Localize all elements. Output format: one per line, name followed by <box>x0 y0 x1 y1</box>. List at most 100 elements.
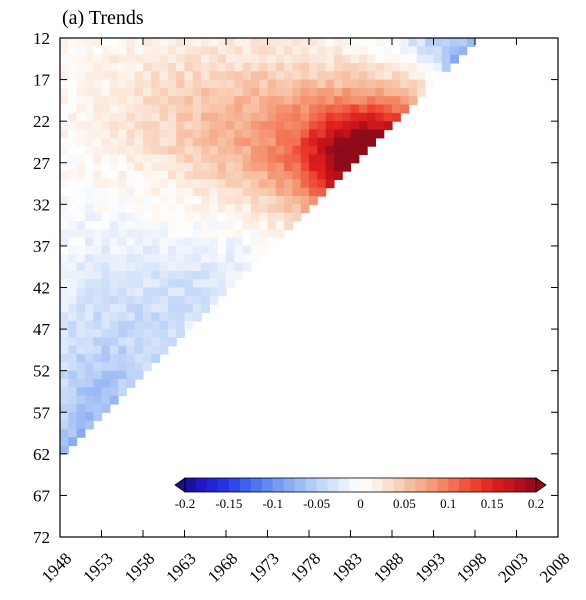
heatmap-cell <box>275 71 285 81</box>
heatmap-cell <box>201 304 210 314</box>
heatmap-cell <box>143 304 152 314</box>
heatmap-cell <box>84 378 94 388</box>
heatmap-cell <box>60 220 69 230</box>
heatmap-cells <box>60 38 476 455</box>
y-tick-label: 47 <box>33 320 51 339</box>
heatmap-cell <box>68 254 78 264</box>
heatmap-cell <box>109 229 119 239</box>
heatmap-cell <box>300 112 310 122</box>
heatmap-cell <box>275 229 285 239</box>
heatmap-cell <box>201 262 210 272</box>
heatmap-cell <box>109 162 119 172</box>
heatmap-cell <box>143 112 152 122</box>
heatmap-cell <box>60 312 69 322</box>
heatmap-cell <box>292 104 302 114</box>
heatmap-cell <box>176 279 186 289</box>
heatmap-cell <box>68 362 78 372</box>
heatmap-cell <box>342 87 352 97</box>
heatmap-cell <box>367 121 376 131</box>
heatmap-cell <box>60 38 69 47</box>
heatmap-cell <box>209 204 219 214</box>
heatmap-cell <box>167 229 177 239</box>
heatmap-cell <box>93 329 103 338</box>
colorbar-box <box>448 478 460 492</box>
heatmap-cell <box>242 87 252 97</box>
heatmap-cell <box>400 104 410 114</box>
heatmap-cell <box>192 287 202 297</box>
heatmap-cell <box>118 179 127 189</box>
heatmap-cell <box>226 154 235 164</box>
heatmap-cell <box>309 46 318 56</box>
colorbar-box <box>305 478 317 492</box>
heatmap-cell <box>143 96 152 106</box>
heatmap-cell <box>151 129 161 139</box>
heatmap-cell <box>93 354 103 363</box>
heatmap-cell <box>333 146 343 156</box>
x-tick-label: 1978 <box>287 549 324 586</box>
x-tick-label: 1993 <box>411 549 448 586</box>
heatmap-cell <box>250 146 260 156</box>
heatmap-cell <box>300 179 310 189</box>
heatmap-cell <box>109 395 119 405</box>
heatmap-cell <box>76 62 86 72</box>
heatmap-cell <box>309 129 318 139</box>
heatmap-cell <box>342 112 352 122</box>
heatmap-cell <box>309 96 318 106</box>
heatmap-cell <box>267 187 277 197</box>
heatmap-cell <box>375 96 385 106</box>
heatmap-cell <box>184 295 194 305</box>
heatmap-cell <box>76 220 86 230</box>
y-tick-label: 62 <box>33 445 50 464</box>
heatmap-cell <box>383 96 393 106</box>
heatmap-cell <box>68 196 78 205</box>
heatmap-cell <box>134 96 144 106</box>
heatmap-cell <box>333 171 343 180</box>
heatmap-cell <box>300 87 310 97</box>
heatmap-cell <box>234 79 244 89</box>
colorbar-box <box>250 478 263 492</box>
heatmap-cell <box>333 129 343 139</box>
heatmap-cell <box>60 46 69 56</box>
heatmap-cell <box>367 38 376 47</box>
heatmap-cell <box>60 62 69 72</box>
heatmap-cell <box>400 71 410 81</box>
heatmap-cell <box>292 171 302 180</box>
heatmap-cell <box>159 104 169 114</box>
heatmap-cell <box>184 162 194 172</box>
heatmap-cell <box>192 212 202 222</box>
heatmap-cell <box>159 79 169 89</box>
heatmap-cell <box>317 129 327 139</box>
heatmap-cell <box>60 337 69 347</box>
heatmap-cell <box>458 38 468 47</box>
heatmap-cell <box>275 112 285 122</box>
heatmap-cell <box>383 38 393 47</box>
heatmap-cell <box>109 171 119 180</box>
heatmap-cell <box>192 179 202 189</box>
heatmap-cell <box>84 229 94 239</box>
heatmap-cell <box>450 38 459 47</box>
heatmap-cell <box>358 54 368 64</box>
heatmap-cell <box>250 237 260 247</box>
heatmap-cell <box>126 204 136 214</box>
heatmap-cell <box>392 54 401 64</box>
heatmap-cell <box>333 96 343 106</box>
heatmap-cell <box>250 129 260 139</box>
heatmap-cell <box>118 137 127 147</box>
heatmap-cell <box>101 121 111 131</box>
heatmap-cell <box>375 54 385 64</box>
heatmap-cell <box>76 171 86 180</box>
heatmap-cell <box>93 146 103 156</box>
heatmap-cell <box>259 171 269 180</box>
heatmap-cell <box>184 96 194 106</box>
heatmap-cell <box>134 312 144 322</box>
heatmap-cell <box>416 87 426 97</box>
heatmap-cell <box>143 337 152 347</box>
heatmap-cell <box>209 104 219 114</box>
heatmap-cell <box>101 237 111 247</box>
heatmap-cell <box>400 79 410 89</box>
heatmap-cell <box>151 320 161 330</box>
heatmap-cell <box>242 245 252 255</box>
heatmap-cell <box>68 428 78 438</box>
heatmap-cell <box>275 187 285 197</box>
heatmap-cell <box>76 420 86 430</box>
